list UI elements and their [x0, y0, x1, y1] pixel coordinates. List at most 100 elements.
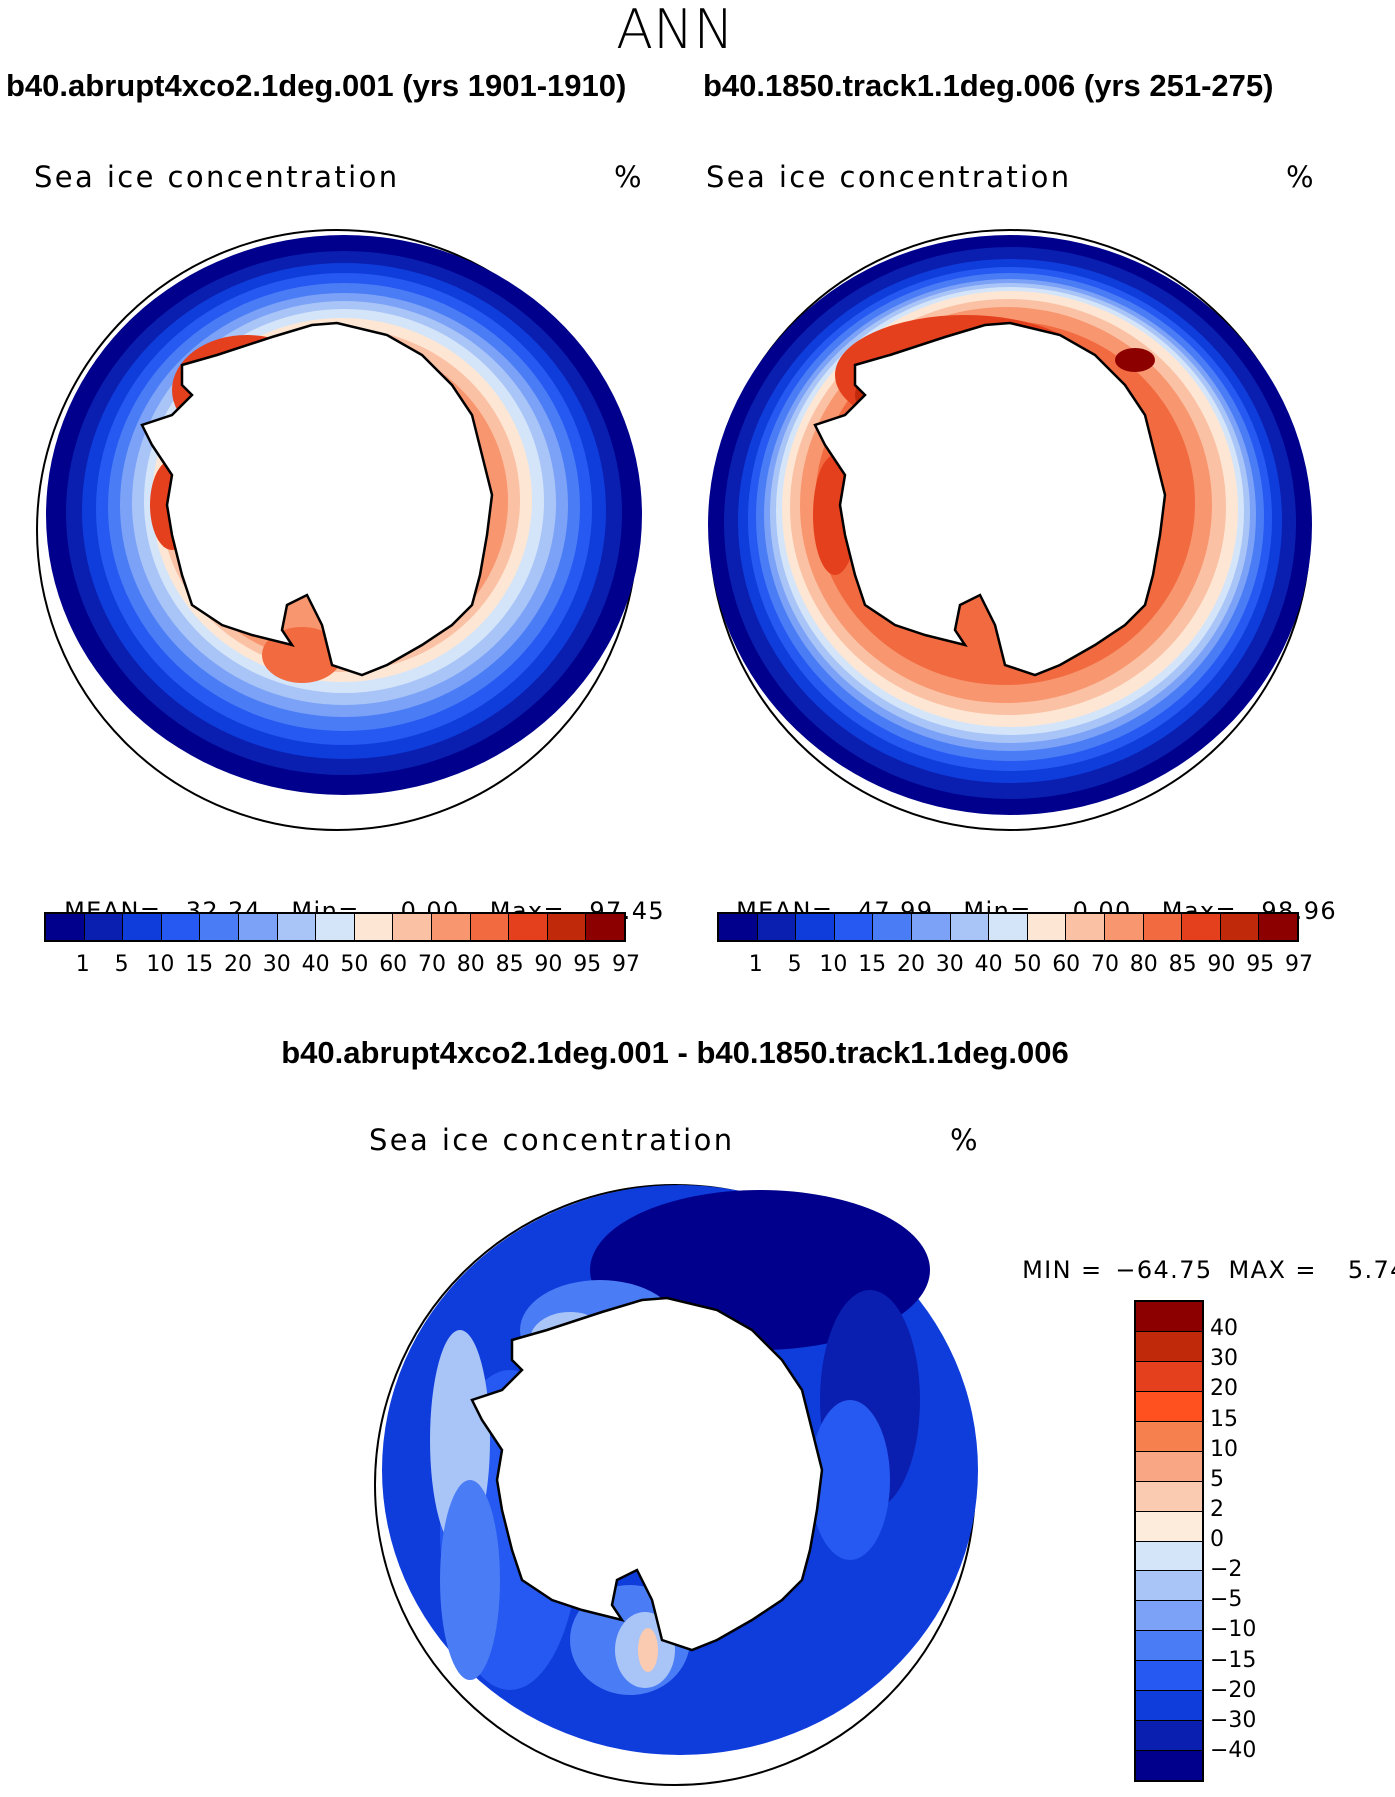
panel-2-colorbar-swatch	[834, 914, 874, 940]
panel-1-colorbar-tick-label: 50	[340, 952, 369, 977]
panel-2-colorbar-tick-label: 50	[1013, 952, 1042, 977]
panel-1-colorbar-tick-label: 70	[418, 952, 446, 977]
panel-2-colorbar-tick-label: 1	[748, 952, 763, 977]
panel-2-colorbar-swatch	[796, 914, 835, 940]
diff-colorbar-ticks: 40 30 20 15 10 5 2 0 −2 −5 −10 −15 −20 −30 −40	[1210, 1300, 1290, 1782]
diff-colorbar-swatch	[1136, 1691, 1202, 1722]
diff-colorbar-swatch	[1136, 1571, 1202, 1602]
diff-map	[374, 1184, 978, 1786]
diff-colorbar-tick-label: 0	[1210, 1527, 1224, 1552]
diff-colorbar-swatch	[1136, 1721, 1202, 1752]
panel-1-colorbar-swatch	[393, 914, 432, 940]
panel-1-colorbar-swatch	[123, 914, 162, 940]
panel-2-colorbar-swatch	[950, 914, 990, 940]
diff-min-value: −64.75	[1115, 1256, 1213, 1284]
diff-colorbar-tick-label: 20	[1210, 1376, 1238, 1402]
panel-1-colorbar-swatch	[316, 914, 355, 940]
panel-1-colorbar-tick-label: 30	[262, 952, 291, 977]
panel-2-colorbar-tick-label: 97	[1285, 952, 1313, 977]
panel-1-units: %	[614, 160, 644, 194]
panel-2-colorbar-tick-label: 15	[858, 952, 887, 977]
panel-2-colorbar-swatch	[873, 914, 912, 940]
panel-2-map	[708, 229, 1312, 831]
panel-1-colorbar-tick-label: 85	[495, 952, 524, 977]
panel-2-colorbar-swatch	[1143, 914, 1183, 940]
panel-2-colorbar-swatch	[1259, 914, 1297, 940]
panel-1-colorbar-tick-label: 95	[573, 952, 602, 977]
diff-colorbar-swatch	[1136, 1541, 1202, 1572]
panel-2-colorbar-tick-label: 5	[787, 952, 802, 977]
panel-2-colorbar-tick-label: 10	[819, 952, 848, 977]
panel-2-colorbar-ticks: 1 5 10 15 20 30 40 50 60 70 80 85 90 95 97	[717, 952, 1313, 982]
panel-2-colorbar-tick-label: 60	[1052, 952, 1081, 977]
panel-1-colorbar-tick-label: 15	[185, 952, 214, 977]
diff-colorbar-tick-label: −40	[1210, 1737, 1257, 1763]
diff-colorbar-swatch	[1136, 1451, 1202, 1482]
panel-2-colorbar-swatch	[989, 914, 1028, 940]
diff-colorbar-tick-label: −2	[1210, 1557, 1243, 1583]
panel-2-colorbar-swatch	[719, 914, 758, 940]
panel-1-colorbar-swatch	[200, 914, 239, 940]
panel-2-title: b40.1850.track1.1deg.006 (yrs 251-275)	[703, 68, 1274, 103]
diff-colorbar-swatch	[1136, 1391, 1202, 1422]
diff-min-max: MIN = −64.75 MAX = 5.74	[1004, 1228, 1395, 1284]
panel-1-colorbar-swatch	[277, 914, 317, 940]
diff-panel-title: b40.abrupt4xco2.1deg.001 - b40.1850.trac…	[281, 1035, 1069, 1070]
panel-2-colorbar	[717, 912, 1299, 942]
diff-colorbar-swatch	[1136, 1421, 1202, 1452]
diff-colorbar-tick-label: 5	[1210, 1466, 1224, 1492]
panel-1-colorbar-swatch	[84, 914, 124, 940]
panel-1-colorbar-tick-label: 5	[114, 952, 129, 977]
panel-1-colorbar-ticks: 1 5 10 15 20 30 40 50 60 70 80 85 90 95 97	[44, 952, 640, 982]
panel-2-antarctica-outline	[813, 321, 1167, 677]
panel-2-colorbar-swatch	[1066, 914, 1105, 940]
panel-2-units: %	[1286, 160, 1316, 194]
diff-max-value: 5.74	[1347, 1256, 1395, 1284]
panel-2-colorbar-swatch	[1027, 914, 1067, 940]
panel-2-colorbar-swatch	[1104, 914, 1144, 940]
panel-1-colorbar-tick-label: 20	[224, 952, 252, 977]
panel-2-colorbar-tick-label: 40	[974, 952, 1003, 977]
panel-1-colorbar	[44, 912, 626, 942]
diff-colorbar-tick-label: −20	[1210, 1677, 1257, 1703]
diff-colorbar-swatch	[1136, 1302, 1202, 1332]
diff-colorbar-swatch	[1136, 1331, 1202, 1362]
panel-1-colorbar-tick-label: 40	[301, 952, 330, 977]
panel-1-colorbar-swatch	[238, 914, 278, 940]
panel-1-map	[36, 229, 642, 831]
panel-2-colorbar-tick-label: 95	[1246, 952, 1275, 977]
diff-colorbar-tick-label: −10	[1210, 1617, 1257, 1643]
panel-2-colorbar-swatch	[1182, 914, 1221, 940]
diff-colorbar-swatch	[1136, 1601, 1202, 1632]
diff-antarctica-outline	[470, 1296, 824, 1652]
season-title: ANN	[616, 0, 734, 61]
diff-colorbar-swatch	[1136, 1361, 1202, 1392]
diff-min-label: MIN =	[1022, 1256, 1103, 1284]
diff-colorbar-tick-label: 15	[1210, 1406, 1238, 1432]
panel-1-colorbar-tick-label: 90	[534, 952, 563, 977]
diff-colorbar-swatch	[1136, 1481, 1202, 1512]
panel-1-colorbar-swatch	[509, 914, 548, 940]
panel-1-colorbar-tick-label: 1	[75, 952, 90, 977]
diff-colorbar-tick-label: −5	[1210, 1587, 1243, 1613]
panel-1-field-name: Sea ice concentration	[34, 160, 400, 194]
diff-colorbar-swatch	[1136, 1511, 1202, 1542]
panel-2-colorbar-tick-label: 30	[935, 952, 964, 977]
panel-2-field-name: Sea ice concentration	[706, 160, 1072, 194]
diff-max-label: MAX =	[1228, 1256, 1317, 1284]
panel-2-colorbar-tick-label: 20	[897, 952, 925, 977]
panel-2-colorbar-swatch	[1220, 914, 1260, 940]
panel-1-colorbar-swatch	[470, 914, 510, 940]
diff-colorbar-tick-label: −15	[1210, 1647, 1257, 1673]
panel-2-colorbar-swatch	[911, 914, 951, 940]
diff-colorbar-tick-label: 40	[1210, 1316, 1238, 1342]
diff-units: %	[950, 1123, 980, 1157]
panel-1-title: b40.abrupt4xco2.1deg.001 (yrs 1901-1910)	[6, 68, 627, 103]
panel-1-colorbar-tick-label: 80	[456, 952, 485, 977]
panel-1-colorbar-swatch	[586, 914, 624, 940]
panel-2-colorbar-tick-label: 90	[1207, 952, 1236, 977]
panel-1-antarctica-outline	[140, 321, 494, 677]
panel-1-colorbar-swatch	[431, 914, 471, 940]
panel-1-colorbar-swatch	[161, 914, 201, 940]
diff-colorbar-tick-label: 30	[1210, 1346, 1238, 1372]
